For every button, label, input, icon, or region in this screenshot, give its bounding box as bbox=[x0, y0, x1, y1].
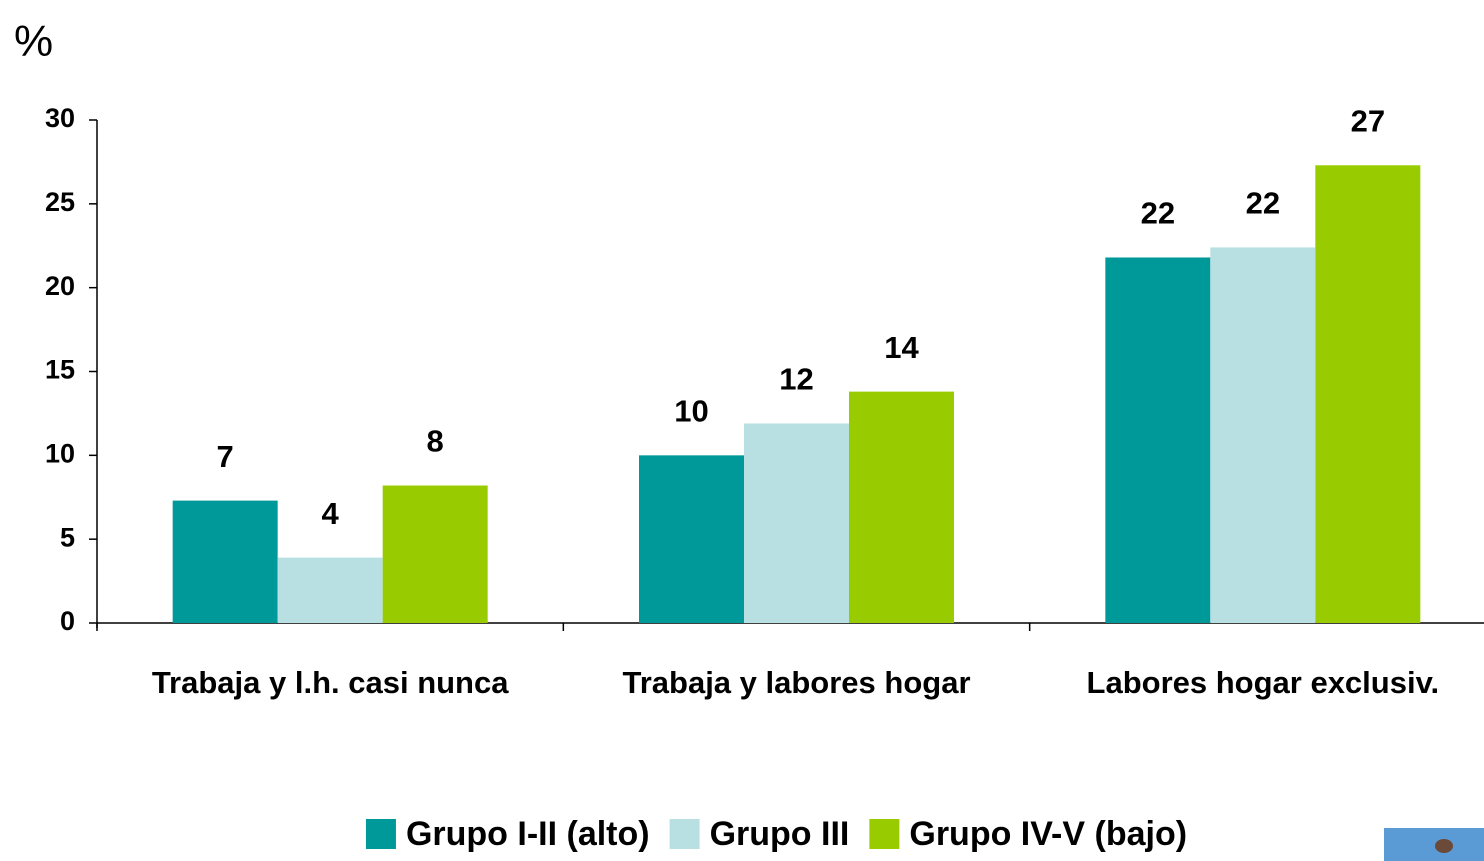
bar bbox=[1105, 257, 1210, 623]
data-label: 27 bbox=[1351, 103, 1385, 138]
data-label: 12 bbox=[779, 362, 813, 397]
bar bbox=[639, 455, 744, 623]
bar bbox=[744, 423, 849, 623]
y-tick-label: 10 bbox=[45, 438, 75, 468]
data-label: 4 bbox=[322, 496, 340, 531]
x-tick-label: Labores hogar exclusiv. bbox=[1073, 660, 1453, 706]
y-tick-label: 0 bbox=[60, 606, 75, 636]
legend-label: Grupo IV-V (bajo) bbox=[909, 815, 1187, 853]
y-tick-label: 15 bbox=[45, 355, 75, 385]
legend-label: Grupo I-II (alto) bbox=[406, 815, 650, 853]
y-axis-unit: % bbox=[14, 17, 53, 66]
data-label: 7 bbox=[217, 439, 234, 474]
legend-label: Grupo III bbox=[710, 815, 850, 853]
y-tick-label: 30 bbox=[45, 103, 75, 133]
bar bbox=[383, 486, 488, 623]
decoration bbox=[1435, 839, 1453, 853]
data-label: 10 bbox=[674, 394, 708, 429]
data-label: 14 bbox=[884, 330, 919, 365]
x-tick-label: Trabaja y labores hogar bbox=[607, 660, 987, 706]
y-tick-label: 5 bbox=[60, 522, 75, 552]
chart-page: % 0 5 10 15 20 25 30 7 4 8 10 12 14 22 22 27 Grupo I-II … bbox=[0, 0, 1484, 861]
data-label: 22 bbox=[1246, 186, 1280, 221]
y-tick-label: 20 bbox=[45, 271, 75, 301]
legend-swatch bbox=[670, 819, 700, 849]
bar bbox=[849, 392, 954, 623]
data-label: 22 bbox=[1141, 196, 1175, 231]
y-tick-label: 25 bbox=[45, 187, 75, 217]
bar bbox=[1210, 247, 1315, 623]
bar bbox=[1315, 165, 1420, 623]
chart: % 0 5 10 15 20 25 30 7 4 8 10 12 14 22 22 27 Grupo I-II … bbox=[0, 0, 1484, 861]
bar bbox=[278, 558, 383, 623]
x-tick-label: Trabaja y l.h. casi nunca bbox=[140, 660, 520, 706]
legend-swatch bbox=[869, 819, 899, 849]
decoration bbox=[1384, 828, 1484, 861]
legend: Grupo I-II (alto) Grupo III Grupo IV-V (ba… bbox=[366, 815, 1187, 853]
data-label: 8 bbox=[427, 424, 444, 459]
bar bbox=[173, 501, 278, 623]
legend-swatch bbox=[366, 819, 396, 849]
